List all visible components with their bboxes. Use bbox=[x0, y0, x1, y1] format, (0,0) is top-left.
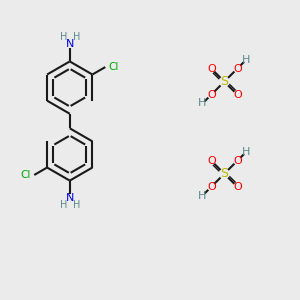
Text: O: O bbox=[233, 182, 242, 192]
Text: H: H bbox=[73, 32, 80, 42]
Text: H: H bbox=[73, 200, 80, 210]
Text: H: H bbox=[59, 32, 67, 42]
Text: H: H bbox=[242, 55, 250, 65]
Text: O: O bbox=[207, 90, 216, 100]
Text: O: O bbox=[207, 64, 216, 74]
Text: S: S bbox=[220, 75, 228, 88]
Text: Cl: Cl bbox=[21, 170, 31, 180]
Text: O: O bbox=[233, 156, 242, 166]
Text: N: N bbox=[66, 194, 74, 203]
Text: Cl: Cl bbox=[108, 62, 119, 72]
Text: O: O bbox=[233, 64, 242, 74]
Text: O: O bbox=[233, 90, 242, 100]
Text: N: N bbox=[66, 39, 74, 49]
Text: H: H bbox=[59, 200, 67, 210]
Text: H: H bbox=[198, 98, 207, 109]
Text: H: H bbox=[242, 147, 250, 157]
Text: H: H bbox=[198, 190, 207, 201]
Text: O: O bbox=[207, 156, 216, 166]
Text: O: O bbox=[207, 182, 216, 192]
Text: S: S bbox=[220, 167, 228, 180]
